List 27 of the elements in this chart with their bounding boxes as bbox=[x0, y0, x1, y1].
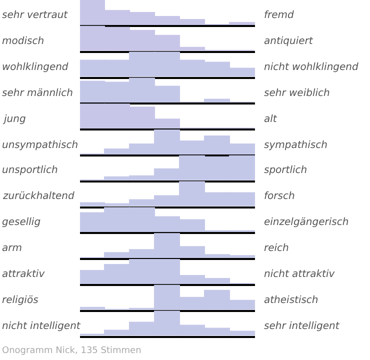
y2-axis-title: sportlich bbox=[264, 165, 308, 176]
y2-axis-title: reich bbox=[264, 243, 289, 254]
y-axis-title: modisch bbox=[2, 36, 44, 47]
y2-axis-title: sehr intelligent bbox=[264, 321, 340, 332]
y-axis-title: wohlklingend bbox=[2, 62, 69, 73]
y2-axis-title: antiquiert bbox=[264, 36, 314, 47]
y-axis-title: zurückhaltend bbox=[2, 191, 75, 202]
y2-axis-title: forsch bbox=[264, 191, 295, 202]
y2-axis-title: fremd bbox=[264, 10, 295, 21]
y2-axis-title: alt bbox=[264, 114, 278, 125]
y2-axis-title: sympathisch bbox=[264, 140, 328, 151]
y2-axis-title: atheistisch bbox=[264, 295, 318, 306]
y-axis-title: attraktiv bbox=[2, 269, 46, 280]
y-axis-title: arm bbox=[2, 243, 22, 254]
y2-axis-title: einzelgängerisch bbox=[264, 217, 349, 228]
y-axis-title: sehr vertraut bbox=[2, 10, 69, 21]
y2-axis-title: nicht wohlklingend bbox=[264, 62, 359, 73]
y2-axis-title: sehr weiblich bbox=[264, 88, 330, 99]
y-axis-title: religiös bbox=[2, 295, 38, 306]
y-axis-title: gesellig bbox=[2, 217, 41, 228]
y-axis-title: unsympathisch bbox=[2, 140, 78, 151]
y-axis-title: jung bbox=[2, 114, 26, 125]
text: Onogramm Nick, 135 Stimmen bbox=[2, 346, 142, 356]
y-axis-title: nicht intelligent bbox=[2, 321, 82, 332]
y-axis-title: sehr männlich bbox=[2, 88, 73, 99]
y-axis-title: unsportlich bbox=[2, 165, 58, 176]
y2-axis-title: nicht attraktiv bbox=[264, 269, 336, 280]
